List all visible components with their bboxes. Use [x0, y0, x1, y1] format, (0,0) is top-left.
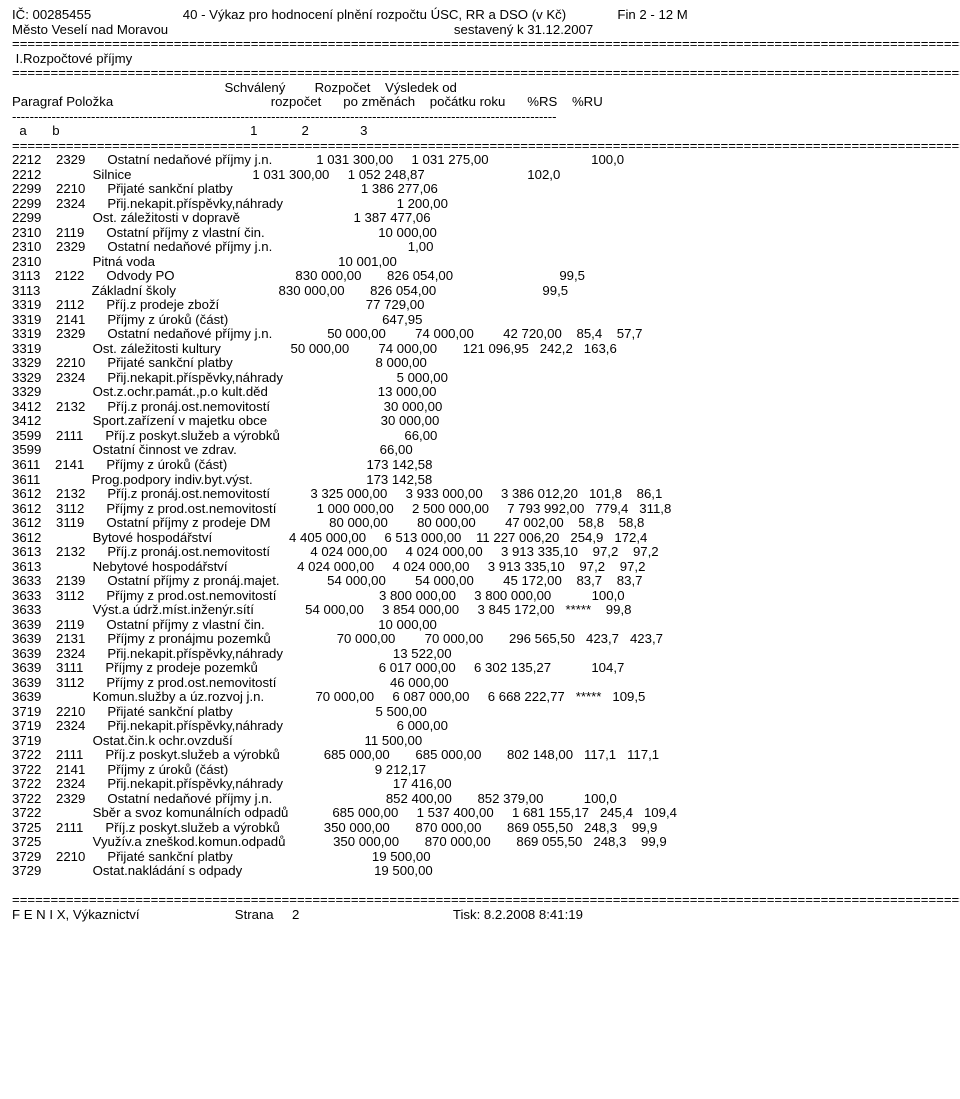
- data-line: 3113 Základní školy 830 000,00 826 054,0…: [12, 284, 948, 299]
- data-line: Paragraf Položka rozpočet po změnách poč…: [12, 95, 948, 110]
- data-line: 3722 Sběr a svoz komunálních odpadů 685 …: [12, 806, 948, 821]
- data-line: 3613 Nebytové hospodářství 4 024 000,00 …: [12, 560, 948, 575]
- data-line: 3611 Prog.podpory indiv.byt.výst. 173 14…: [12, 473, 948, 488]
- data-line: 3639 2131 Příjmy z pronájmu pozemků 70 0…: [12, 632, 948, 647]
- data-line: 2310 2329 Ostatní nedaňové příjmy j.n. 1…: [12, 240, 948, 255]
- data-line: a b 1 2 3: [12, 124, 948, 139]
- data-line: 3639 Komun.služby a úz.rozvoj j.n. 70 00…: [12, 690, 948, 705]
- data-line: Schválený Rozpočet Výsledek od: [12, 81, 948, 96]
- data-line: 2310 Pitná voda 10 001,00: [12, 255, 948, 270]
- data-line: 3722 2324 Přij.nekapit.příspěvky,náhrady…: [12, 777, 948, 792]
- data-line: 3412 2132 Příj.z pronáj.ost.nemovitostí …: [12, 400, 948, 415]
- data-line: 2299 Ost. záležitosti v dopravě 1 387 47…: [12, 211, 948, 226]
- data-line: 3329 2210 Přijaté sankční platby 8 000,0…: [12, 356, 948, 371]
- data-line: 3612 3112 Příjmy z prod.ost.nemovitostí …: [12, 502, 948, 517]
- data-line: 3722 2329 Ostatní nedaňové příjmy j.n. 8…: [12, 792, 948, 807]
- data-line: 3729 Ostat.nakládání s odpady 19 500,00: [12, 864, 948, 879]
- data-line: 3633 Výst.a údrž.míst.inženýr.sítí 54 00…: [12, 603, 948, 618]
- data-line: F E N I X, Výkaznictví Strana 2 Tisk: 8.…: [12, 908, 948, 923]
- data-line: 3329 2324 Přij.nekapit.příspěvky,náhrady…: [12, 371, 948, 386]
- data-line: 3719 2210 Přijaté sankční platby 5 500,0…: [12, 705, 948, 720]
- data-line: 2299 2210 Přijaté sankční platby 1 386 2…: [12, 182, 948, 197]
- data-line: 3412 Sport.zařízení v majetku obce 30 00…: [12, 414, 948, 429]
- data-line: 3319 2112 Příj.z prodeje zboží 77 729,00: [12, 298, 948, 313]
- data-line: 3722 2111 Příj.z poskyt.služeb a výrobků…: [12, 748, 948, 763]
- data-line: 3633 2139 Ostatní příjmy z pronáj.majet.…: [12, 574, 948, 589]
- data-line: 3719 2324 Přij.nekapit.příspěvky,náhrady…: [12, 719, 948, 734]
- data-line: 3599 Ostatní činnost ve zdrav. 66,00: [12, 443, 948, 458]
- data-line: 3639 3111 Příjmy z prodeje pozemků 6 017…: [12, 661, 948, 676]
- data-line: 3113 2122 Odvody PO 830 000,00 826 054,0…: [12, 269, 948, 284]
- data-line: 3612 Bytové hospodářství 4 405 000,00 6 …: [12, 531, 948, 546]
- data-line: 3639 3112 Příjmy z prod.ost.nemovitostí …: [12, 676, 948, 691]
- data-line: 3329 Ost.z.ochr.památ.,p.o kult.děd 13 0…: [12, 385, 948, 400]
- rule-double: ========================================…: [12, 66, 948, 81]
- data-line: 3719 Ostat.čin.k ochr.ovzduší 11 500,00: [12, 734, 948, 749]
- data-line: I.Rozpočtové příjmy: [12, 52, 948, 67]
- data-line: [12, 879, 948, 894]
- data-line: 3319 Ost. záležitosti kultury 50 000,00 …: [12, 342, 948, 357]
- data-line: 2212 Silnice 1 031 300,00 1 052 248,87 1…: [12, 168, 948, 183]
- data-line: 3319 2329 Ostatní nedaňové příjmy j.n. 5…: [12, 327, 948, 342]
- data-line: 3725 Využív.a zneškod.komun.odpadů 350 0…: [12, 835, 948, 850]
- data-line: 3639 2324 Přij.nekapit.příspěvky,náhrady…: [12, 647, 948, 662]
- header-line: IČ: 00285455 40 - Výkaz pro hodnocení pl…: [12, 8, 948, 23]
- data-line: 3639 2119 Ostatní příjmy z vlastní čin. …: [12, 618, 948, 633]
- data-line: 3611 2141 Příjmy z úroků (část) 173 142,…: [12, 458, 948, 473]
- data-line: 3612 2132 Příj.z pronáj.ost.nemovitostí …: [12, 487, 948, 502]
- rule-double: ========================================…: [12, 893, 948, 908]
- data-line: 3319 2141 Příjmy z úroků (část) 647,95: [12, 313, 948, 328]
- data-line: 2310 2119 Ostatní příjmy z vlastní čin. …: [12, 226, 948, 241]
- data-line: 3612 3119 Ostatní příjmy z prodeje DM 80…: [12, 516, 948, 531]
- rule-double: ========================================…: [12, 139, 948, 154]
- report-document: IČ: 00285455 40 - Výkaz pro hodnocení pl…: [12, 8, 948, 922]
- rule-double: ========================================…: [12, 37, 948, 52]
- data-line: 3729 2210 Přijaté sankční platby 19 500,…: [12, 850, 948, 865]
- data-line: 2299 2324 Přij.nekapit.příspěvky,náhrady…: [12, 197, 948, 212]
- data-line: 3633 3112 Příjmy z prod.ost.nemovitostí …: [12, 589, 948, 604]
- header-line: Město Veselí nad Moravou sestavený k 31.…: [12, 23, 948, 38]
- data-line: 3613 2132 Příj.z pronáj.ost.nemovitostí …: [12, 545, 948, 560]
- rule-single: ----------------------------------------…: [12, 110, 948, 125]
- data-line: 2212 2329 Ostatní nedaňové příjmy j.n. 1…: [12, 153, 948, 168]
- data-line: 3725 2111 Příj.z poskyt.služeb a výrobků…: [12, 821, 948, 836]
- data-line: 3599 2111 Příj.z poskyt.služeb a výrobků…: [12, 429, 948, 444]
- data-line: 3722 2141 Příjmy z úroků (část) 9 212,17: [12, 763, 948, 778]
